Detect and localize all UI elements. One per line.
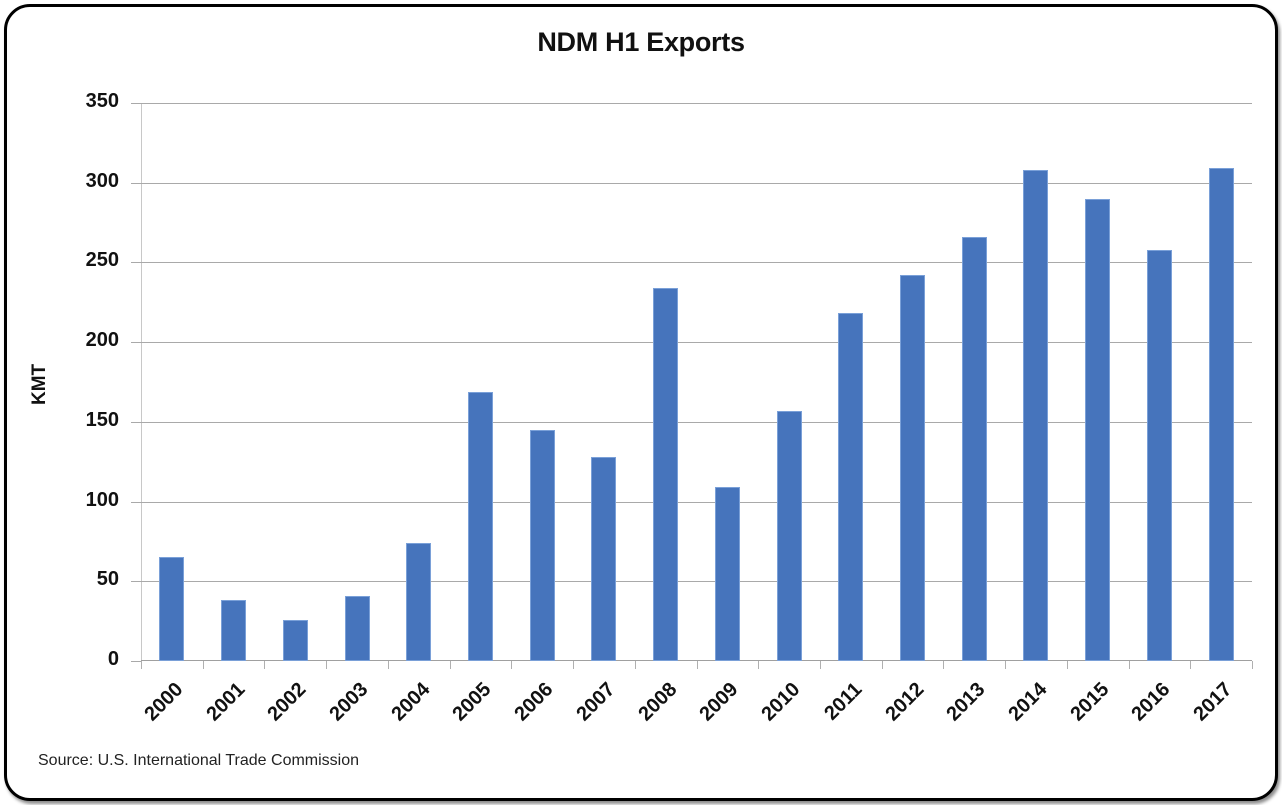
y-axis-line bbox=[141, 103, 142, 661]
bar-2002 bbox=[282, 619, 308, 661]
bar-2001 bbox=[221, 600, 247, 661]
x-tick-mark bbox=[202, 661, 204, 669]
source-note: Source: U.S. International Trade Commiss… bbox=[38, 752, 360, 769]
y-tick-label: 150 bbox=[85, 408, 119, 431]
gridline bbox=[131, 342, 1252, 344]
bar-2010 bbox=[776, 410, 802, 661]
chart-frame bbox=[4, 4, 1278, 801]
gridline bbox=[131, 262, 1252, 264]
x-tick-mark bbox=[1252, 661, 1253, 669]
x-tick-mark bbox=[387, 661, 389, 669]
bar-2013 bbox=[961, 236, 987, 661]
gridline bbox=[131, 581, 1252, 583]
bar-2003 bbox=[344, 595, 370, 661]
y-tick-label: 200 bbox=[85, 329, 119, 352]
x-tick-mark bbox=[634, 661, 636, 669]
x-tick-mark bbox=[141, 661, 142, 669]
y-tick-label: 300 bbox=[85, 169, 119, 192]
gridline bbox=[131, 501, 1252, 503]
x-tick-mark bbox=[511, 661, 513, 669]
x-tick-mark bbox=[819, 661, 821, 669]
y-tick-label: 350 bbox=[85, 90, 119, 112]
y-tick-mark bbox=[131, 661, 141, 662]
x-tick-mark bbox=[449, 661, 451, 669]
y-tick-label: 50 bbox=[96, 568, 119, 591]
x-tick-mark bbox=[1128, 661, 1130, 669]
gridline bbox=[131, 103, 1252, 104]
x-tick-mark bbox=[1005, 661, 1007, 669]
x-tick-mark bbox=[1190, 661, 1192, 669]
bar-2011 bbox=[838, 313, 864, 661]
x-tick-mark bbox=[1066, 661, 1068, 669]
x-tick-mark bbox=[758, 661, 760, 669]
x-tick-mark bbox=[326, 661, 328, 669]
x-tick-mark bbox=[943, 661, 945, 669]
bar-2017 bbox=[1208, 168, 1234, 661]
y-axis-label: KMT bbox=[29, 363, 50, 405]
bar-2000 bbox=[159, 557, 185, 661]
y-tick-label: 100 bbox=[85, 488, 119, 511]
chart-title: NDM H1 Exports bbox=[537, 27, 745, 57]
bar-2006 bbox=[529, 429, 555, 661]
bar-2004 bbox=[406, 543, 432, 661]
bar-2005 bbox=[467, 391, 493, 661]
gridline bbox=[131, 421, 1252, 423]
y-tick-label: 0 bbox=[107, 648, 119, 670]
bar-2007 bbox=[591, 456, 617, 661]
x-tick-mark bbox=[573, 661, 575, 669]
x-tick-mark bbox=[696, 661, 698, 669]
bar-2012 bbox=[900, 275, 926, 661]
plot-area: 0 50 100 150 200 250 300 350 2000 2001 2002 2003 200… bbox=[86, 90, 1253, 725]
x-tick-mark bbox=[264, 661, 266, 669]
bar-2014 bbox=[1023, 169, 1049, 661]
bar-2016 bbox=[1146, 249, 1172, 661]
bar-2015 bbox=[1085, 198, 1111, 661]
gridline bbox=[131, 182, 1252, 184]
x-tick-mark bbox=[881, 661, 883, 669]
x-axis-line bbox=[141, 660, 1252, 661]
y-tick-label: 250 bbox=[85, 249, 119, 272]
bar-2009 bbox=[714, 487, 740, 661]
bar-2008 bbox=[653, 287, 679, 661]
